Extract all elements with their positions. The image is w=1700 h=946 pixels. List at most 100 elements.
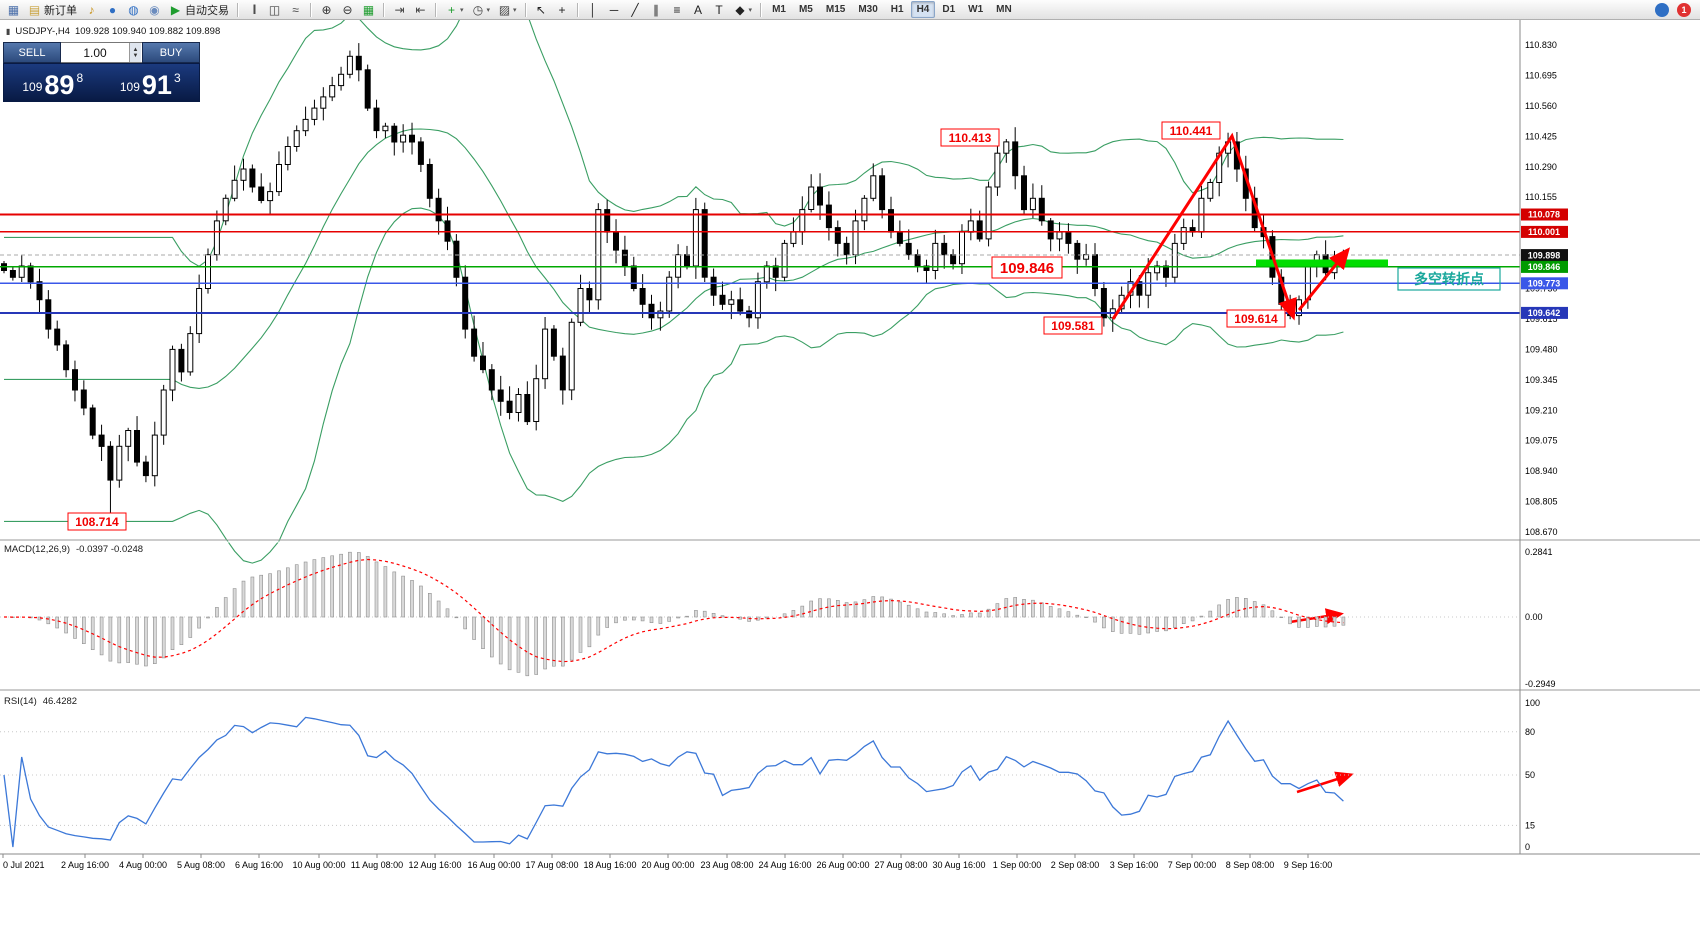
bid-ask-display[interactable]: 109 89 8 109 91 3 <box>3 63 200 102</box>
timeframe-h4[interactable]: H4 <box>910 1 936 18</box>
autotrading-button[interactable]: ▶ 自动交易 <box>165 0 233 20</box>
candlestick-chart-icon[interactable]: ◫ <box>264 0 285 20</box>
timeframe-m5[interactable]: M5 <box>798 4 813 15</box>
channel-icon[interactable]: ∥ <box>646 0 667 20</box>
cursor-icon[interactable]: ↖ <box>531 0 552 20</box>
sell-price[interactable]: 109 89 8 <box>4 64 102 101</box>
svg-text:-0.2949: -0.2949 <box>1525 679 1556 689</box>
label-icon[interactable]: T <box>709 0 730 20</box>
chart-area: 110.413 110.441 109.846 109.581 109.614 108.7… <box>0 20 1700 946</box>
crosshair-icon-glyph: + <box>558 2 566 17</box>
svg-text:110.001: 110.001 <box>1528 227 1560 237</box>
bar-chart-icon[interactable]: ||| <box>243 0 264 20</box>
svg-text:10 Aug 00:00: 10 Aug 00:00 <box>292 860 345 870</box>
panel-dividers[interactable] <box>0 539 1700 855</box>
timeframe-group: M1 M5 M15 M30 H1 H4 D1 W1 MN <box>766 1 1018 18</box>
zoom-out-icon-glyph: ⊖ <box>342 2 353 17</box>
timeframe-m1[interactable]: M1 <box>772 4 786 15</box>
trend-arrow[interactable] <box>1297 247 1351 311</box>
tile-windows-icon[interactable]: ▦ <box>358 0 379 20</box>
timeframe-w1[interactable]: W1 <box>968 4 984 15</box>
svg-text:110.413: 110.413 <box>949 131 992 145</box>
price-annotation-box[interactable]: 108.714 <box>67 512 127 531</box>
timeframe-mn[interactable]: MN <box>996 4 1012 15</box>
crosshair-icon[interactable]: + <box>552 0 573 20</box>
svg-text:108.714: 108.714 <box>75 515 119 529</box>
channel-icon-glyph: ∥ <box>653 2 660 17</box>
navigator-icon-glyph: ◉ <box>149 2 160 17</box>
svg-text:0: 0 <box>1525 842 1530 852</box>
svg-text:110.830: 110.830 <box>1525 40 1557 50</box>
timeframe-h1[interactable]: H1 <box>890 4 904 15</box>
line-chart-icon[interactable]: ≈ <box>285 0 306 20</box>
periods-icon[interactable]: ◷ ▾ <box>468 0 495 20</box>
svg-text:100: 100 <box>1525 698 1540 708</box>
timeframe-m15[interactable]: M15 <box>825 4 846 15</box>
alerts-icon-glyph: ♪ <box>88 2 95 17</box>
svg-text:26 Aug 00:00: 26 Aug 00:00 <box>816 860 869 870</box>
svg-text:109.773: 109.773 <box>1528 279 1561 289</box>
lot-size-field[interactable]: 1.00 ▲ ▼ <box>61 42 142 63</box>
price-annotation-box[interactable]: 109.581 <box>1043 316 1103 335</box>
svg-text:108.805: 108.805 <box>1525 497 1558 507</box>
community-icon[interactable] <box>1655 2 1669 17</box>
svg-text:9 Sep 16:00: 9 Sep 16:00 <box>1284 860 1333 870</box>
svg-text:0.00: 0.00 <box>1525 612 1543 622</box>
alerts-icon[interactable]: ♪ <box>81 0 102 20</box>
svg-text:80: 80 <box>1525 727 1535 737</box>
fibonacci-icon[interactable]: ≡ <box>667 0 688 20</box>
lot-spinner[interactable]: ▲ ▼ <box>129 43 141 62</box>
shapes-icon[interactable]: ◆ ▾ <box>730 0 757 20</box>
svg-text:2 Aug 16:00: 2 Aug 16:00 <box>61 860 109 870</box>
toolbar-separator <box>237 2 239 17</box>
hline-icon[interactable]: ─ <box>604 0 625 20</box>
turning-point-label[interactable]: 多空转折点 <box>1397 267 1501 291</box>
timeframe-d1[interactable]: D1 <box>942 4 956 15</box>
price-annotation-box[interactable]: 109.614 <box>1226 309 1286 328</box>
time-scale[interactable]: 0 Jul 2021 2 Aug 16:00 4 Aug 00:00 5 Aug 08… <box>2 854 1333 870</box>
zoom-out-icon[interactable]: ⊖ <box>337 0 358 20</box>
autotrading-button-glyph: ▶ <box>170 2 181 17</box>
buy-price[interactable]: 109 91 3 <box>102 64 200 101</box>
svg-text:108.670: 108.670 <box>1525 527 1558 537</box>
notifications-badge[interactable]: 1 <box>1677 2 1691 17</box>
spin-up-icon[interactable]: ▲ <box>132 46 139 53</box>
chart-canvas[interactable]: 110.413 110.441 109.846 109.581 109.614 108.7… <box>0 20 1700 946</box>
chart-window-icon[interactable]: ▦ <box>3 0 24 20</box>
svg-text:23 Aug 08:00: 23 Aug 08:00 <box>700 860 753 870</box>
svg-text:109.614: 109.614 <box>1234 312 1278 326</box>
svg-text:8 Sep 08:00: 8 Sep 08:00 <box>1226 860 1275 870</box>
price-annotation-box[interactable]: 109.846 <box>991 256 1063 279</box>
trend-arrow[interactable] <box>1296 771 1354 794</box>
text-icon[interactable]: A <box>688 0 709 20</box>
auto-scroll-icon-glyph: ⇥ <box>394 2 405 17</box>
fibonacci-icon-glyph: ≡ <box>673 2 681 17</box>
tile-windows-icon-glyph: ▦ <box>362 2 375 17</box>
macd-panel <box>0 551 1520 677</box>
price-scale[interactable]: 110.830 110.695 110.560 110.425 110.290 110.1… <box>1519 20 1568 854</box>
trendline-icon[interactable]: ╱ <box>625 0 646 20</box>
auto-scroll-icon[interactable]: ⇥ <box>389 0 410 20</box>
navigator-icon[interactable]: ◉ <box>144 0 165 20</box>
price-annotation-box[interactable]: 110.413 <box>940 128 1000 147</box>
new-order-button[interactable]: ▤ 新订单 <box>24 0 81 20</box>
indicators-icon[interactable]: + ▾ <box>441 0 468 20</box>
templates-icon[interactable]: ▨ ▾ <box>494 0 521 20</box>
lot-value[interactable]: 1.00 <box>83 45 107 60</box>
data-window-icon[interactable]: ◍ <box>123 0 144 20</box>
svg-text:109.846: 109.846 <box>1528 262 1561 272</box>
market-watch-icon[interactable]: ● <box>102 0 123 20</box>
chart-shift-icon[interactable]: ⇤ <box>410 0 431 20</box>
timeframe-m30[interactable]: M30 <box>858 4 878 15</box>
dropdown-arrow-icon: ▾ <box>460 6 464 14</box>
zigzag-arrow[interactable] <box>1111 132 1297 321</box>
zoom-in-icon[interactable]: ⊕ <box>316 0 337 20</box>
price-annotation-box[interactable]: 110.441 <box>1161 121 1221 140</box>
vline-icon[interactable]: │ <box>583 0 604 20</box>
spin-down-icon[interactable]: ▼ <box>132 52 139 59</box>
svg-text:110.560: 110.560 <box>1525 101 1557 111</box>
toolbar-separator <box>760 2 763 17</box>
buy-button[interactable]: BUY <box>142 42 200 63</box>
sell-button[interactable]: SELL <box>3 42 61 63</box>
